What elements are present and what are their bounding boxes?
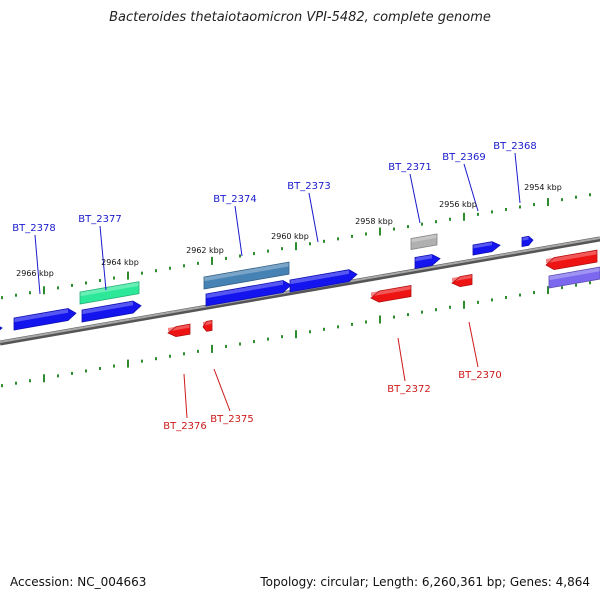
reverse-gene-label: BT_2370 <box>458 370 501 381</box>
gene-arrow-outline <box>0 326 3 331</box>
gene-arrow-highlight <box>82 301 133 315</box>
position-marker-label: 2956 kbp <box>439 200 477 209</box>
gene-arrow-outline <box>414 254 441 269</box>
forward-gene-label-pointer <box>463 163 479 212</box>
reverse-gene-label-pointer <box>468 321 479 368</box>
gene-features <box>0 233 600 338</box>
position-marker-label: 2966 kbp <box>16 269 54 278</box>
gene-arrow-outline <box>203 261 290 290</box>
forward-gene-label: BT_2368 <box>493 141 536 152</box>
gene-arrow-highlight <box>203 320 212 326</box>
gene-arrow-outline <box>81 300 142 323</box>
gene-arrow-outline <box>370 285 412 303</box>
forward-gene-label: BT_2371 <box>388 162 431 173</box>
forward-gene-label-pointer <box>99 225 107 291</box>
forward-gene-label: BT_2374 <box>213 194 256 205</box>
forward-gene-label-pointer <box>409 173 421 224</box>
gene-arrow-highlight <box>549 267 600 281</box>
gene-arrow-highlight <box>80 281 139 297</box>
gene-arrow-highlight <box>546 250 597 264</box>
reverse-gene-label-pointer <box>213 368 231 412</box>
gene-arrow-outline <box>451 274 473 288</box>
gene-arrow-highlight <box>411 233 437 243</box>
reverse-gene-label: BT_2375 <box>210 414 253 425</box>
forward-gene-label: BT_2377 <box>78 214 121 225</box>
gene-arrow-outline <box>167 323 191 338</box>
position-marker-label: 2960 kbp <box>271 232 309 241</box>
gene-arrow-highlight <box>168 324 190 332</box>
reverse-gene-label-pointer <box>397 337 406 382</box>
gene-arrow-outline <box>545 249 598 271</box>
gene-arrow-outline <box>13 308 77 331</box>
lower-tick-track <box>1 281 591 388</box>
map-title: Bacteroides thetaiotaomicron VPI-5482, c… <box>109 10 491 25</box>
gene-arrow-highlight <box>206 280 283 299</box>
reverse-gene-label-pointer <box>183 373 188 419</box>
gene-arrow-highlight <box>14 308 68 323</box>
gene-arrow-outline <box>79 281 140 305</box>
forward-gene-label-pointer <box>34 234 41 295</box>
position-marker-label: 2954 kbp <box>524 183 562 192</box>
genome-summary-text: Topology: circular; Length: 6,260,361 bp… <box>260 575 590 589</box>
reverse-gene-label: BT_2372 <box>387 384 430 395</box>
gene-arrow-highlight <box>204 262 289 282</box>
forward-gene-label-pointer <box>308 192 319 243</box>
label-pointer-lines <box>34 152 521 419</box>
gene-arrow-outline <box>548 266 600 289</box>
gene-arrow-outline <box>521 235 534 247</box>
gene-arrow-outline <box>205 280 292 307</box>
gene-arrow-outline <box>472 241 501 256</box>
upper-tick-track <box>1 193 591 300</box>
gene-arrow-highlight <box>473 241 492 249</box>
gene-arrow-highlight <box>290 269 349 285</box>
text-labels: 2966 kbp 2964 kbp 2962 kbp 2960 kbp 2958 kbp… <box>12 141 562 432</box>
gene-arrow-highlight <box>452 274 472 282</box>
gene-arrow-highlight <box>371 285 411 297</box>
gene-arrow-outline <box>202 319 213 332</box>
reverse-gene-label: BT_2376 <box>163 421 206 432</box>
gene-arrow-highlight <box>415 254 432 262</box>
position-marker-label: 2962 kbp <box>186 246 224 255</box>
forward-gene-label: BT_2373 <box>287 181 330 192</box>
accession-text: Accession: NC_004663 <box>10 575 147 589</box>
forward-gene-label: BT_2378 <box>12 223 55 234</box>
gene-arrow-outline <box>410 233 438 250</box>
forward-gene-label-pointer <box>514 152 521 204</box>
position-marker-label: 2958 kbp <box>355 217 393 226</box>
gene-arrow-outline <box>289 269 358 293</box>
position-marker-label: 2964 kbp <box>101 258 139 267</box>
forward-gene-label: BT_2369 <box>442 152 485 163</box>
forward-gene-label-pointer <box>234 205 243 257</box>
